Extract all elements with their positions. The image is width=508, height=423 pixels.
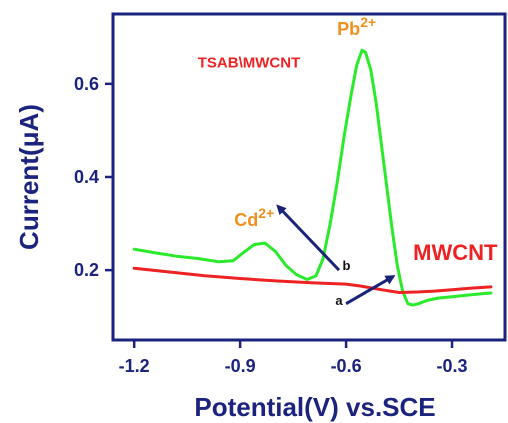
series-line-mwcnt xyxy=(132,266,493,294)
peak-label-cd: Cd2+ xyxy=(234,205,274,230)
curves xyxy=(132,48,493,307)
curve-label-b: b xyxy=(343,258,351,273)
y-axis-title: Current(μA) xyxy=(14,104,44,250)
legend-label-mwcnt: MWCNT xyxy=(413,240,498,265)
y-tick-label: 0.2 xyxy=(74,260,99,280)
x-tick-label: -1.2 xyxy=(119,356,150,376)
annotations: Pb2+ Cd2+ TSAB\MWCNT MWCNT a b xyxy=(198,14,498,308)
arrow-b xyxy=(276,204,341,272)
x-tick-label: -0.9 xyxy=(225,356,256,376)
series-line-tsab-mwcnt xyxy=(132,48,493,307)
x-tick-label: -0.3 xyxy=(437,356,468,376)
y-tick-label: 0.4 xyxy=(74,167,99,187)
annotation-arrows xyxy=(276,204,396,305)
curve-label-a: a xyxy=(335,293,343,308)
axes: -1.2 -0.9 -0.6 -0.3 0.2 0.4 0.6 xyxy=(74,12,507,376)
arrow-a xyxy=(345,275,396,305)
y-tick-label: 0.6 xyxy=(74,74,99,94)
x-axis-title: Potential(V) vs.SCE xyxy=(194,392,435,422)
x-tick-label: -0.6 xyxy=(331,356,362,376)
peak-label-pb: Pb2+ xyxy=(337,14,376,39)
legend-label-tsab-mwcnt: TSAB\MWCNT xyxy=(198,55,300,72)
